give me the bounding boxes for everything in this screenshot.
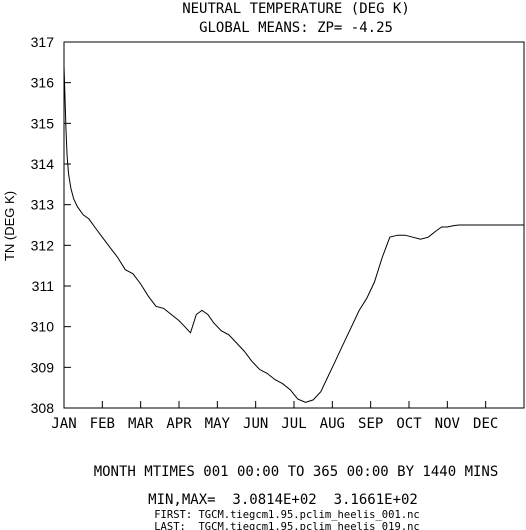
x-tick-label: JAN: [51, 416, 76, 432]
x-axis-label: MONTH MTIMES 001 00:00 TO 365 00:00 BY 1…: [94, 464, 499, 480]
x-tick-label: OCT: [396, 416, 422, 432]
y-tick-label: 313: [31, 197, 55, 213]
y-tick-label: 310: [31, 319, 55, 335]
x-tick-label: JUL: [281, 416, 306, 432]
y-axis-label: TN (DEG K): [2, 191, 17, 261]
y-tick-label: 317: [31, 34, 55, 50]
x-axis: JAN FEB MAR APR MAY JUN JUL AUG SEP OCT NOV DEC: [51, 401, 498, 432]
y-tick-label: 309: [31, 359, 55, 375]
x-tick-label: MAY: [205, 416, 231, 432]
x-tick-label: JUN: [243, 416, 268, 432]
x-tick-label: DEC: [473, 416, 498, 432]
y-tick-label: 312: [31, 237, 55, 253]
x-tick-label: SEP: [358, 416, 383, 432]
x-tick-label: APR: [166, 416, 192, 432]
x-tick-label: MAR: [128, 416, 154, 432]
x-tick-label: FEB: [90, 416, 115, 432]
y-tick-label: 314: [31, 156, 55, 172]
x-tick-label: AUG: [320, 416, 345, 432]
x-tick-label: NOV: [435, 416, 461, 432]
plot-frame: [63, 41, 525, 409]
y-tick-label: 315: [31, 115, 55, 131]
y-axis: 308 309 310 311 312 313 314 315 316 317: [31, 34, 71, 416]
y-tick-label: 311: [32, 278, 55, 294]
y-tick-label: 316: [31, 75, 55, 91]
chart-subtitle: GLOBAL MEANS: ZP= -4.25: [199, 20, 393, 36]
series-line-temperature: [63, 66, 524, 403]
last-file-text: LAST: TGCM.tiegcm1.95.pclim_heelis_019.n…: [154, 521, 420, 530]
y-tick-label: 308: [31, 400, 55, 416]
minmax-text: MIN,MAX= 3.0814E+02 3.1661E+02: [148, 492, 418, 508]
chart-title: NEUTRAL TEMPERATURE (DEG K): [182, 1, 410, 17]
first-file-text: FIRST: TGCM.tiegcm1.95.pclim_heelis_001.…: [154, 509, 420, 521]
